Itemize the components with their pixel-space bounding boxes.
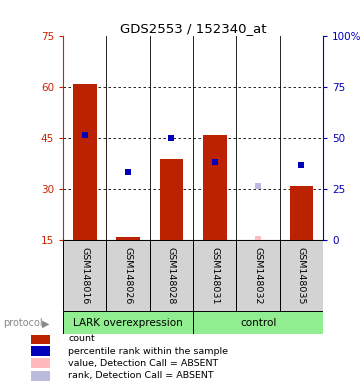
- Point: [212, 159, 218, 165]
- Text: value, Detection Call = ABSENT: value, Detection Call = ABSENT: [69, 359, 219, 368]
- Text: protocol: protocol: [4, 318, 43, 328]
- Bar: [73, 84, 97, 240]
- Text: GSM148035: GSM148035: [297, 247, 306, 304]
- Point: [255, 183, 261, 189]
- Bar: [193, 311, 323, 334]
- Bar: [31, 346, 50, 356]
- Title: GDS2553 / 152340_at: GDS2553 / 152340_at: [120, 22, 266, 35]
- Bar: [31, 358, 50, 368]
- Point: [299, 162, 304, 169]
- Point: [169, 135, 174, 141]
- Text: LARK overexpression: LARK overexpression: [73, 318, 183, 328]
- Bar: [203, 135, 227, 240]
- Text: ▶: ▶: [42, 318, 49, 328]
- Bar: [106, 240, 150, 311]
- Bar: [290, 186, 313, 240]
- Text: count: count: [69, 334, 95, 343]
- Bar: [116, 237, 140, 240]
- Text: control: control: [240, 318, 276, 328]
- Point: [82, 132, 88, 138]
- Bar: [193, 240, 236, 311]
- Bar: [236, 240, 280, 311]
- Text: GSM148032: GSM148032: [254, 247, 262, 304]
- Point: [255, 236, 261, 242]
- Text: GSM148016: GSM148016: [81, 247, 89, 304]
- Bar: [63, 311, 193, 334]
- Point: [125, 169, 131, 175]
- Bar: [280, 240, 323, 311]
- Text: GSM148031: GSM148031: [210, 247, 219, 304]
- Bar: [31, 371, 50, 381]
- Bar: [63, 240, 106, 311]
- Text: GSM148026: GSM148026: [124, 247, 132, 304]
- Bar: [150, 240, 193, 311]
- Bar: [160, 159, 183, 240]
- Text: GSM148028: GSM148028: [167, 247, 176, 304]
- Text: percentile rank within the sample: percentile rank within the sample: [69, 347, 229, 356]
- Bar: [31, 334, 50, 344]
- Text: rank, Detection Call = ABSENT: rank, Detection Call = ABSENT: [69, 371, 214, 380]
